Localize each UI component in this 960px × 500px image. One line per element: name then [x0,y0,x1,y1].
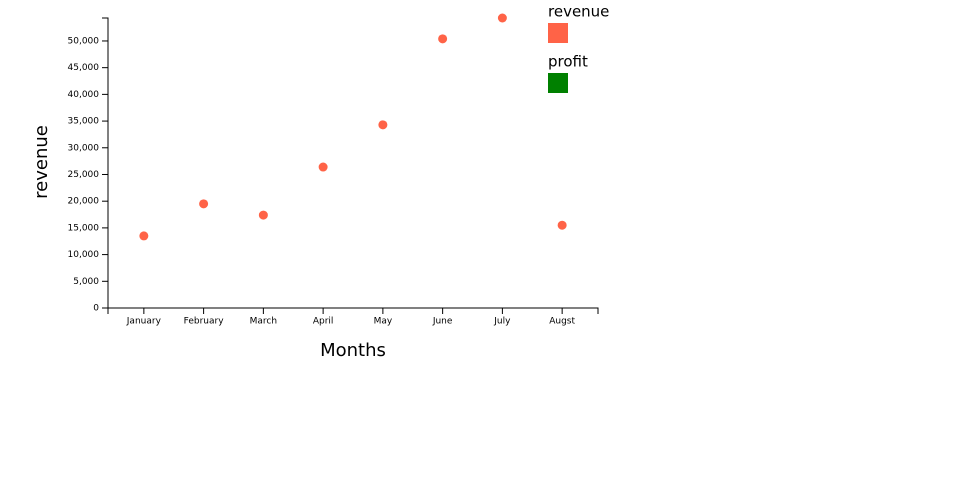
point [139,231,149,241]
y-tick-label: 50,000 [68,36,100,46]
y-tick-label: 30,000 [68,143,100,153]
x-axis-title: Months [320,340,386,361]
legend-label: revenue [548,3,609,21]
point [318,162,328,172]
point [199,199,209,209]
point [557,220,567,230]
y-tick-label: 20,000 [68,197,100,207]
legend-swatch [548,73,568,93]
y-tick-label: 0 [93,304,99,314]
legend-swatch [548,23,568,43]
legend-label: profit [548,53,588,71]
y-tick-label: 15,000 [68,223,100,233]
y-axis-title: revenue [31,125,52,199]
y-tick-label: 40,000 [68,90,100,100]
y-tick-label: 25,000 [68,170,100,180]
point [378,120,388,130]
point [438,34,448,44]
y-tick-label: 10,000 [68,250,100,260]
x-axis [107,307,599,314]
point [258,210,268,220]
y-tick-label: 35,000 [68,117,100,127]
x-tick-label: February [184,317,225,327]
y-axis [102,17,109,309]
y-tick-label: 5,000 [73,277,99,287]
x-tick-label: April [313,317,334,327]
point [497,13,507,23]
x-tick-label: June [432,317,453,327]
x-tick-label: March [250,317,277,327]
x-tick-label: January [126,317,162,327]
x-tick-label: May [374,317,393,327]
x-tick-label: July [493,317,511,327]
y-tick-label: 45,000 [68,63,100,73]
x-tick-label: Augst [549,317,575,327]
